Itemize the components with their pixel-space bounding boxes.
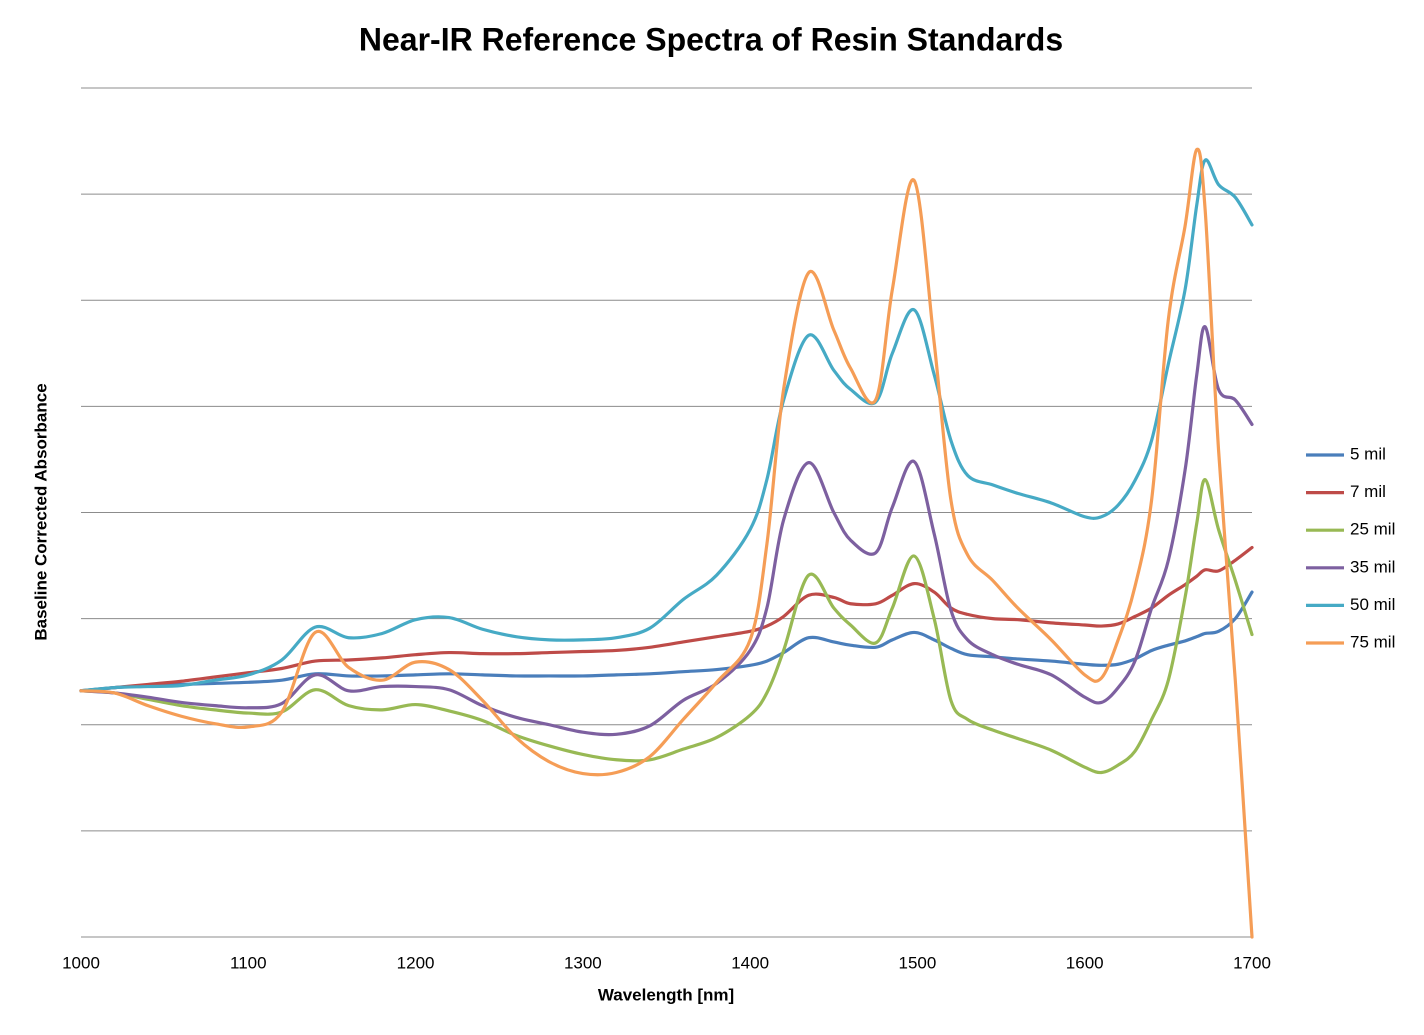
legend-label: 25 mil [1350, 520, 1395, 539]
legend-label: 75 mil [1350, 632, 1395, 651]
x-tick-label: 1500 [899, 953, 937, 972]
series-line [79, 325, 1254, 737]
series-line [79, 147, 1254, 939]
x-tick-label: 1000 [62, 953, 100, 972]
y-axis-label: Baseline Corrected Absorbance [31, 383, 50, 640]
series-line [79, 477, 1254, 775]
x-tick-label: 1600 [1066, 953, 1104, 972]
legend-label: 50 mil [1350, 595, 1395, 614]
x-axis-label: Wavelength [nm] [598, 985, 734, 1004]
legend-label: 35 mil [1350, 557, 1395, 576]
series-line [79, 158, 1254, 693]
x-tick-label: 1100 [230, 953, 267, 972]
series-line [79, 590, 1254, 693]
legend-label: 5 mil [1350, 444, 1386, 463]
x-tick-label: 1200 [397, 953, 435, 972]
series-line [79, 545, 1254, 693]
x-tick-label: 1700 [1233, 953, 1271, 972]
legend-label: 7 mil [1350, 482, 1386, 501]
x-tick-label: 1400 [731, 953, 769, 972]
x-tick-label: 1300 [564, 953, 602, 972]
chart-title: Near-IR Reference Spectra of Resin Stand… [359, 21, 1063, 57]
